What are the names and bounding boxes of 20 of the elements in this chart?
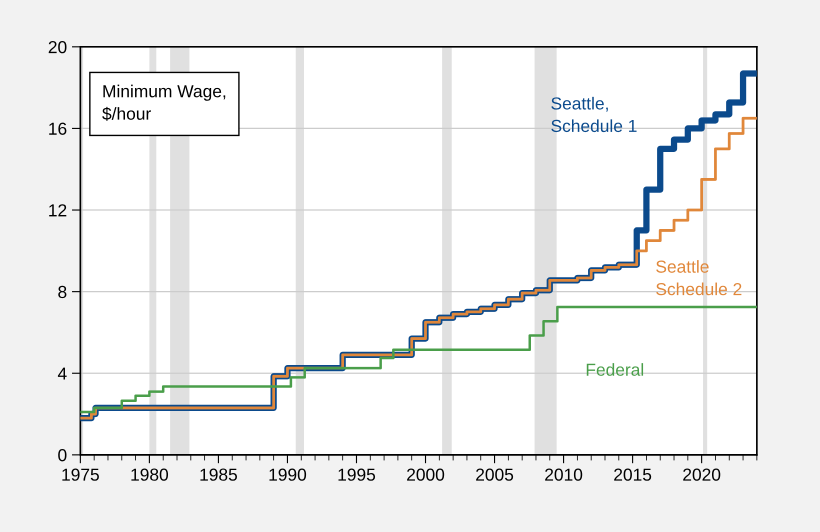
series-label: Seattle Schedule 2	[656, 260, 742, 296]
y-tick-label: 16	[49, 122, 66, 135]
y-tick-label: 20	[48, 40, 66, 54]
x-tick-label: 1975	[62, 468, 99, 481]
x-tick-label: 1980	[131, 468, 168, 481]
x-tick-label: 1985	[200, 468, 238, 481]
x-tick-label: 1995	[338, 468, 376, 481]
x-tick-label: 2010	[545, 468, 582, 481]
x-tick-label: 2000	[407, 468, 444, 481]
x-tick-label: 2015	[614, 468, 652, 481]
x-tick-label: 1990	[269, 468, 306, 481]
text: Minimum Wage, $/hour	[102, 84, 226, 121]
series-label: Seattle, Schedule 1	[551, 96, 637, 132]
y-tick-label: 12	[49, 204, 66, 216]
y-tick-label: 0	[58, 449, 66, 462]
text: Federal	[586, 363, 644, 376]
x-tick-label: 2005	[476, 468, 514, 481]
y-tick-label: 8	[58, 286, 66, 298]
y-tick-label: 4	[58, 368, 67, 380]
x-tick-label: 2020	[683, 468, 720, 481]
